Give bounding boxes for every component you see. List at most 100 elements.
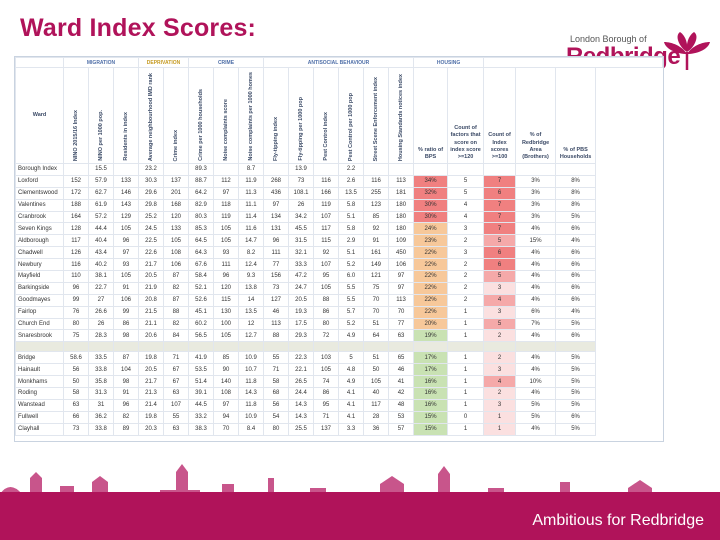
value-cell: 29.6 (138, 186, 164, 200)
value-cell: 63 (388, 329, 415, 343)
group-spacer (15, 57, 64, 68)
value-cell: 8% (555, 198, 597, 212)
value-cell: 80 (63, 317, 89, 331)
value-cell: 117 (313, 222, 340, 236)
table-row: Church End 80 26 86 21.1 82 60.2 100 12 113 17.5 80… (15, 317, 663, 331)
value-cell (483, 163, 517, 176)
value-cell: 201 (163, 186, 189, 200)
value-cell (213, 163, 239, 176)
value-cell: 14.3 (288, 398, 315, 412)
value-cell: 58.6 (63, 351, 89, 365)
value-cell: 5% (555, 398, 597, 412)
value-cell: 6 (483, 186, 517, 200)
value-cell: 20% (413, 317, 449, 331)
value-cell: 2 (447, 234, 485, 248)
value-cell: 5% (555, 363, 597, 377)
value-cell: 1 (447, 329, 485, 343)
value-cell: 7 (483, 222, 517, 236)
value-cell: 11.6 (237, 222, 265, 236)
value-cell: 73 (63, 422, 89, 436)
value-cell: 11.8 (237, 398, 265, 412)
value-cell: 73 (263, 281, 290, 295)
value-cell: 22.3 (288, 351, 315, 365)
value-cell: 8.2 (237, 246, 265, 260)
value-cell: 55 (263, 351, 290, 365)
value-cell: 71 (313, 410, 340, 424)
value-cell (447, 341, 485, 353)
value-cell: 11.4 (237, 210, 265, 224)
value-cell: 21.4 (138, 398, 164, 412)
value-cell: 22% (413, 246, 449, 260)
value-cell: 68 (263, 387, 290, 400)
value-cell: 11.9 (237, 174, 265, 188)
value-cell: 56.5 (188, 329, 214, 343)
value-cell: 82.9 (188, 198, 214, 212)
value-cell (113, 163, 139, 176)
value-cell: 58.4 (188, 270, 214, 283)
ward-index-table-container: MIGRATION DEPRIVATION CRIME ANTISOCIAL BEHA… (14, 56, 664, 442)
value-cell: 6% (515, 305, 557, 319)
value-cell: 75 (363, 281, 390, 295)
value-cell: 80.3 (188, 210, 214, 224)
column-header: Crime per 1000 households (188, 67, 214, 164)
value-cell: 86 (113, 317, 139, 331)
value-cell (515, 341, 557, 353)
column-group-row: MIGRATION DEPRIVATION CRIME ANTISOCIAL BEHA… (15, 57, 663, 68)
value-cell: 60.2 (188, 317, 214, 331)
value-cell: 45.1 (188, 305, 214, 319)
value-cell: 46 (388, 363, 415, 377)
value-cell: 4% (515, 270, 557, 283)
value-cell: 77 (388, 317, 415, 331)
value-cell (313, 163, 340, 176)
value-cell: 166 (313, 186, 340, 200)
value-cell: 4 (447, 210, 485, 224)
value-cell: 1 (447, 305, 485, 319)
value-cell: 168 (163, 198, 189, 212)
column-header-label: Pest Control per 1000 pop (348, 92, 355, 161)
value-cell: 8% (555, 174, 597, 188)
value-cell (363, 341, 390, 353)
column-header-label: NINO per 1000 pop. (98, 110, 104, 161)
value-cell: 87 (113, 351, 139, 365)
value-cell: 21.7 (138, 375, 164, 389)
column-header-label: NINO 2015/16 Index (73, 109, 79, 161)
value-cell: 4 (447, 198, 485, 212)
value-cell: 5% (555, 317, 597, 331)
value-cell: 71 (163, 351, 189, 365)
value-cell: 115 (313, 234, 340, 248)
value-cell: 84 (163, 329, 189, 343)
value-cell: 4% (515, 222, 557, 236)
value-cell: 12 (237, 317, 265, 331)
value-cell: 20.5 (138, 363, 164, 377)
value-cell: 72 (313, 329, 340, 343)
value-cell: 4% (515, 258, 557, 272)
value-cell (363, 163, 390, 176)
value-cell: 118 (213, 198, 239, 212)
column-header: Average neighbourhood IMD rank (138, 67, 164, 164)
value-cell: 14 (237, 293, 265, 307)
value-cell: 24.7 (288, 281, 315, 295)
value-cell: 2 (447, 270, 485, 283)
value-cell: 5% (555, 375, 597, 389)
ward-name-cell: Hainault (15, 363, 64, 377)
value-cell: 4% (555, 234, 597, 248)
ward-index-table: MIGRATION DEPRIVATION CRIME ANTISOCIAL BEHA… (15, 57, 663, 436)
value-cell: 22.5 (138, 234, 164, 248)
value-cell: 20.6 (138, 329, 164, 343)
value-cell: 90 (213, 363, 239, 377)
value-cell: 12.4 (237, 258, 265, 272)
value-cell: 113 (388, 293, 415, 307)
value-cell: 38.3 (188, 422, 214, 436)
table-row: Clementswood 172 62.7 146 29.6 201 64.2 97 11.3 4… (15, 186, 663, 200)
value-cell: 54 (263, 410, 290, 424)
value-cell: 30.3 (138, 174, 164, 188)
value-cell: 5.7 (338, 305, 365, 319)
value-cell: 3% (515, 210, 557, 224)
value-cell: 70 (388, 305, 415, 319)
value-cell: 64 (363, 329, 390, 343)
value-cell: 4% (555, 305, 597, 319)
value-cell: 130 (213, 305, 239, 319)
value-cell: 7 (483, 198, 517, 212)
value-cell: 106 (388, 258, 415, 272)
value-cell: 3 (483, 398, 517, 412)
